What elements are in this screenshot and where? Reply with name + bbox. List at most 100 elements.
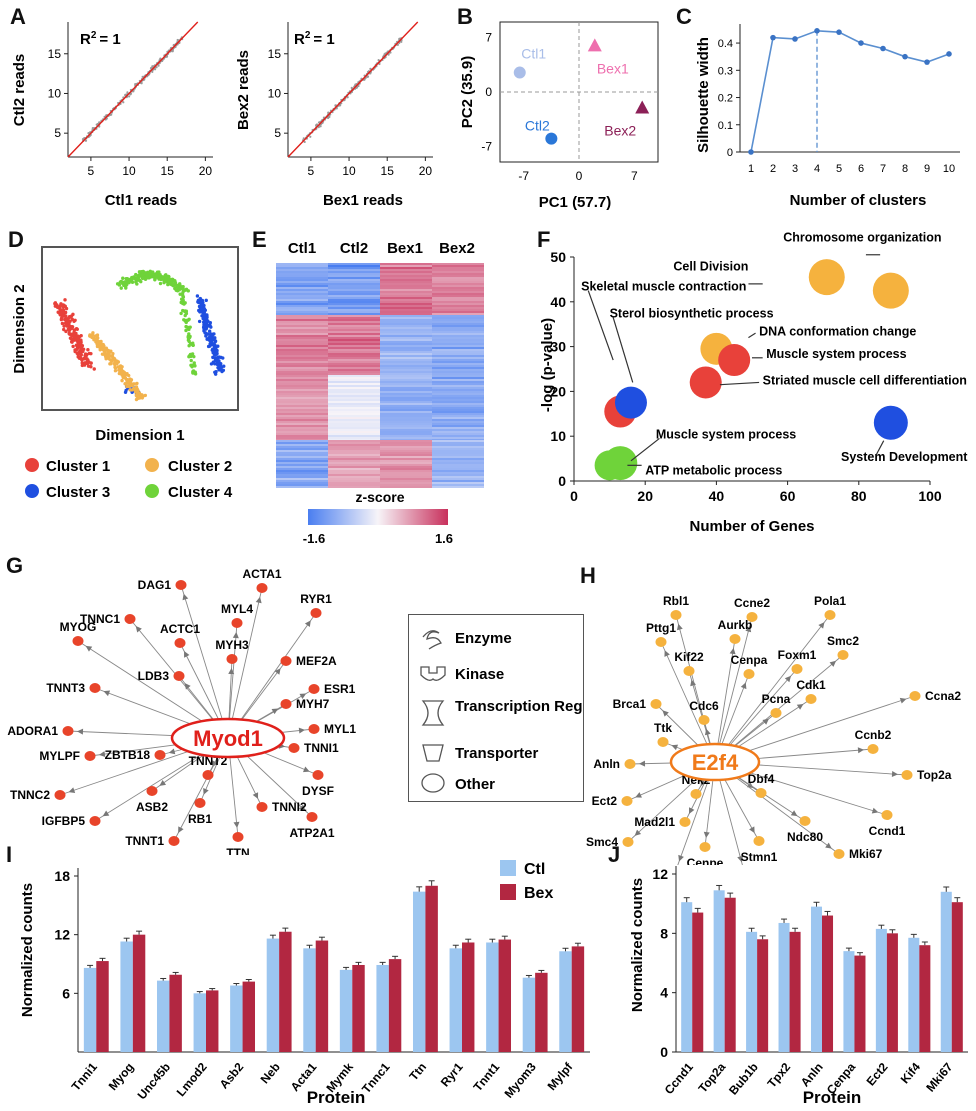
edge-arrow	[182, 593, 189, 601]
heatmap-cell	[432, 357, 484, 359]
legend-content: Enzyme Kinase Transcription Regulator Tr…	[420, 630, 624, 793]
legend-cluster-3-marker	[25, 484, 39, 498]
x-tick-label-ryr1: Ryr1	[438, 1060, 466, 1090]
x-tick-label-tpx2: Tpx2	[765, 1060, 794, 1091]
node-label-tnnt3: TNNT3	[46, 681, 85, 695]
heatmap-cell	[276, 437, 328, 439]
node-label-igfbp5: IGFBP5	[42, 814, 86, 828]
heatmap-cell	[380, 482, 432, 484]
heatmap-cell	[432, 464, 484, 466]
bubble-label: Cell Division	[673, 259, 748, 273]
data-point	[134, 82, 137, 86]
heatmap-cell	[432, 281, 484, 283]
cluster-3-point	[202, 329, 206, 333]
edge-arrow	[178, 826, 184, 834]
heatmap-cell	[276, 287, 328, 289]
heatmap-cell	[328, 307, 380, 309]
heatmap-cell	[276, 466, 328, 468]
heatmap-cell	[380, 391, 432, 393]
heatmap-cell	[380, 357, 432, 359]
cluster-2-point	[130, 383, 135, 388]
transcription-regulator-icon	[421, 700, 445, 726]
node-label-myl4: MYL4	[221, 602, 253, 616]
cluster-1-point	[80, 345, 84, 349]
x-tick-label: 10	[943, 163, 955, 175]
heatmap-cell	[276, 313, 328, 315]
heatmap-cell	[432, 295, 484, 297]
cluster-4-point	[175, 284, 179, 289]
heatmap-cell	[328, 401, 380, 403]
heatmap-cell	[328, 287, 380, 289]
edge-arrow	[796, 703, 804, 710]
cluster-3-point	[210, 341, 214, 345]
heatmap-cell	[328, 277, 380, 279]
bar-ctl-lmod2	[193, 993, 206, 1052]
heatmap-cell	[276, 271, 328, 273]
heatmap-cell	[328, 395, 380, 397]
y-tick-label: 12	[652, 866, 668, 882]
heatmap-cell	[328, 331, 380, 333]
heatmap-cell	[432, 379, 484, 381]
heatmap-cell	[380, 387, 432, 389]
transporter-icon	[422, 744, 444, 762]
bar-ctl-kif4	[908, 937, 920, 1052]
bar-ctl-tnnc1	[376, 964, 389, 1052]
data-point	[319, 125, 322, 128]
heatmap-cell	[380, 295, 432, 297]
heatmap-cell	[328, 429, 380, 431]
bubble-leader-line	[748, 332, 756, 339]
node-myog	[72, 636, 84, 646]
heatmap-cell	[380, 371, 432, 373]
x-tick-label: 15	[381, 164, 395, 178]
heatmap-cell	[432, 419, 484, 421]
heatmap-cell	[276, 456, 328, 458]
heatmap-cell	[432, 452, 484, 454]
bar-ctl-tpx2	[778, 922, 790, 1052]
cluster-1-point	[69, 314, 74, 318]
heatmap-cell	[276, 295, 328, 297]
heatmap-cell	[432, 423, 484, 425]
cluster-3-point	[204, 326, 209, 330]
x-tick-label: 40	[709, 488, 725, 504]
panel-label-i: I	[6, 842, 13, 867]
heatmap-cell	[380, 369, 432, 371]
bar-ctl-mylpf	[559, 951, 572, 1052]
heatmap-cell	[328, 265, 380, 267]
cluster-4-point	[171, 282, 175, 287]
node-igfbp5	[89, 816, 101, 826]
heatmap-cell	[380, 337, 432, 339]
heatmap-cell	[380, 361, 432, 363]
node-cdk1	[805, 694, 817, 704]
x-tick-label: 5	[88, 164, 95, 178]
bubble-muscle-system-process	[718, 344, 751, 377]
x-tick-label: -7	[518, 169, 529, 183]
heatmap-cell	[380, 415, 432, 417]
heatmap-cell	[432, 472, 484, 474]
heatmap-cell	[432, 460, 484, 462]
heatmap-cell	[380, 345, 432, 347]
heatmap-cell	[380, 433, 432, 435]
data-point	[84, 139, 88, 142]
y-tick-label: -7	[481, 139, 492, 153]
node-tnnc1	[124, 614, 136, 624]
heatmap-cell	[432, 462, 484, 464]
heatmap-cell	[328, 315, 380, 317]
node-kif22	[683, 666, 695, 676]
y-tick-label: 5	[54, 126, 61, 140]
y-tick-label: 0.1	[718, 120, 733, 132]
heatmap-cell	[328, 425, 380, 427]
x-tick-label: 15	[161, 164, 175, 178]
cluster-3-point	[213, 346, 218, 350]
cluster-4-point	[119, 286, 123, 290]
bar-ctl-cenpa	[843, 951, 855, 1052]
xlabel-i: Protein	[307, 1088, 366, 1107]
heatmap-cell	[328, 421, 380, 423]
heatmap-cell	[380, 446, 432, 448]
heatmap-cell	[380, 351, 432, 353]
heatmap-cell	[328, 442, 380, 444]
heatmap-cell	[380, 375, 432, 377]
heatmap-cell	[328, 433, 380, 435]
heatmap-cell	[380, 417, 432, 419]
node-label-mad2l1: Mad2l1	[634, 815, 675, 829]
edge-acta1	[227, 587, 263, 739]
